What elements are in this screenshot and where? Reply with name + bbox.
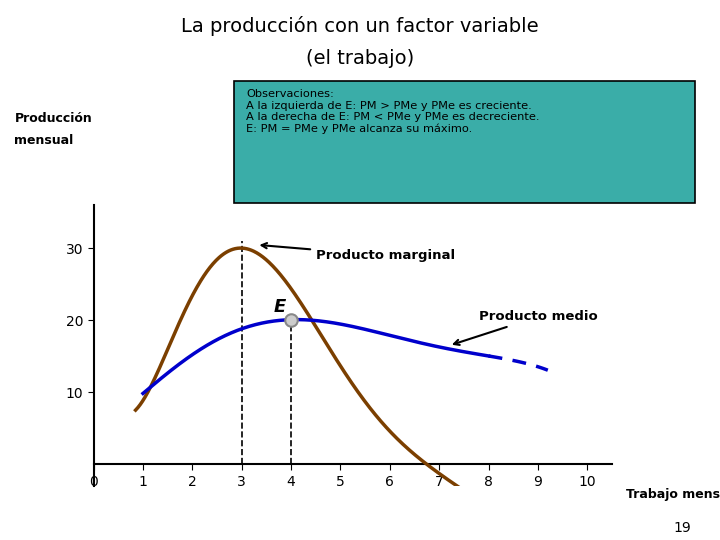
Text: Trabajo mensual: Trabajo mensual [626, 488, 720, 501]
Text: Observaciones:
A la izquierda de E: PM > PMe y PMe es creciente.
A la derecha de: Observaciones: A la izquierda de E: PM >… [246, 89, 540, 134]
Text: Producción: Producción [14, 112, 92, 125]
Text: (el trabajo): (el trabajo) [306, 49, 414, 68]
Text: La producción con un factor variable: La producción con un factor variable [181, 16, 539, 36]
Text: Producto marginal: Producto marginal [261, 243, 455, 262]
Text: 19: 19 [673, 521, 691, 535]
Text: Producto medio: Producto medio [454, 310, 598, 345]
Text: mensual: mensual [14, 134, 73, 147]
Text: E: E [274, 298, 286, 316]
